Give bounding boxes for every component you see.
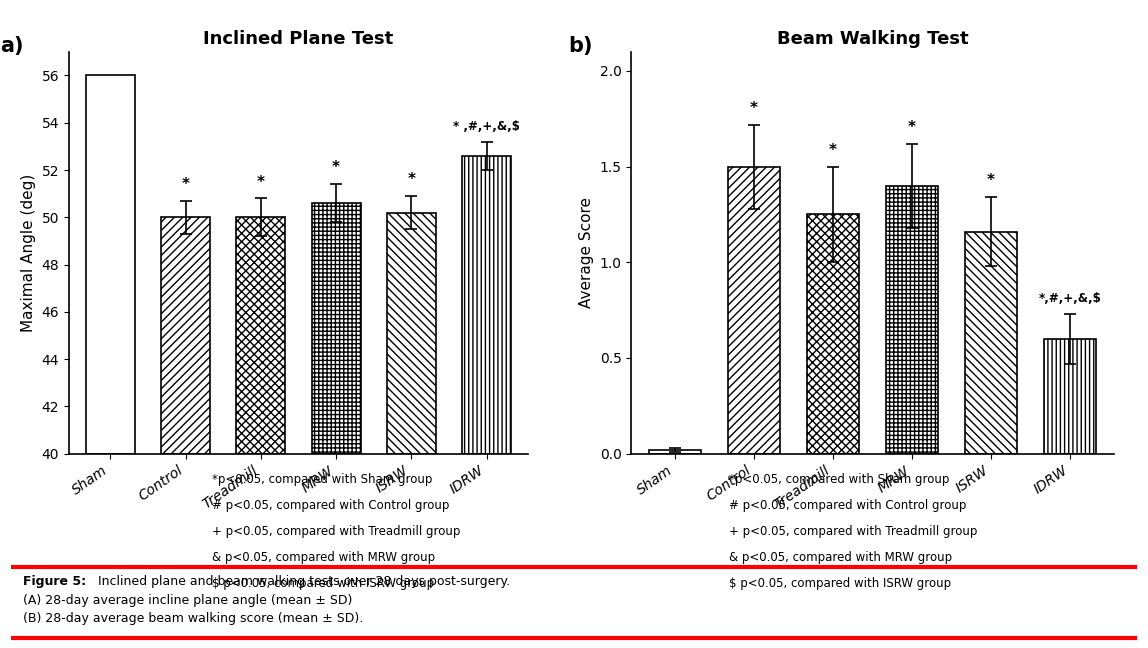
Title: Inclined Plane Test: Inclined Plane Test (203, 30, 394, 47)
Text: $ p<0.05, compared with ISRW group: $ p<0.05, compared with ISRW group (212, 577, 434, 590)
Text: *,#,+,&,$: *,#,+,&,$ (1039, 292, 1101, 305)
Text: # p<0.05, compared with Control group: # p<0.05, compared with Control group (212, 499, 450, 512)
Text: *p<0.05, compared with Sham group: *p<0.05, compared with Sham group (729, 473, 949, 486)
Text: *: * (908, 120, 916, 135)
Bar (86, 75, 134, 454)
Y-axis label: Average Score: Average Score (579, 197, 595, 308)
Text: *: * (408, 172, 416, 187)
Text: Figure 5:: Figure 5: (23, 575, 86, 588)
Text: *: * (181, 177, 189, 192)
Text: *: * (987, 174, 995, 189)
Bar (311, 203, 360, 454)
Text: *: * (332, 160, 340, 176)
Bar (161, 217, 210, 454)
Bar (387, 213, 436, 454)
Bar (886, 186, 938, 454)
Text: *: * (257, 174, 265, 189)
Bar (236, 217, 286, 454)
Text: *: * (750, 100, 758, 116)
Bar (463, 156, 511, 454)
Text: *: * (829, 143, 837, 158)
Text: * ,#,+,&,$: * ,#,+,&,$ (453, 120, 520, 133)
Text: $ p<0.05, compared with ISRW group: $ p<0.05, compared with ISRW group (729, 577, 951, 590)
Text: & p<0.05, compared with MRW group: & p<0.05, compared with MRW group (212, 551, 435, 564)
Y-axis label: Maximal Angle (deg): Maximal Angle (deg) (21, 174, 36, 332)
Bar (728, 167, 779, 454)
Text: b): b) (568, 36, 594, 56)
Text: a): a) (0, 36, 23, 56)
Bar (965, 232, 1017, 454)
Text: & p<0.05, compared with MRW group: & p<0.05, compared with MRW group (729, 551, 952, 564)
Bar (807, 214, 859, 454)
Text: (A) 28-day average incline plane angle (mean ± SD): (A) 28-day average incline plane angle (… (23, 594, 352, 607)
Text: (B) 28-day average beam walking score (mean ± SD).: (B) 28-day average beam walking score (m… (23, 612, 363, 625)
Bar (649, 450, 700, 454)
Text: # p<0.05, compared with Control group: # p<0.05, compared with Control group (729, 499, 967, 512)
Text: *p<0.05, compared with Sham group: *p<0.05, compared with Sham group (212, 473, 433, 486)
Text: + p<0.05, compared with Treadmill group: + p<0.05, compared with Treadmill group (729, 525, 977, 538)
Text: Inclined plane and beam walking tests over 28 days post-surgery.: Inclined plane and beam walking tests ov… (94, 575, 510, 588)
Bar (1045, 339, 1096, 454)
Title: Beam Walking Test: Beam Walking Test (777, 30, 968, 47)
Text: + p<0.05, compared with Treadmill group: + p<0.05, compared with Treadmill group (212, 525, 460, 538)
